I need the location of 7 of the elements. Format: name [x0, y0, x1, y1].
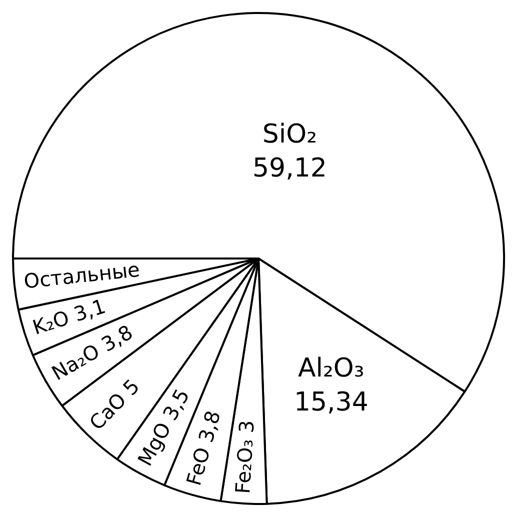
- data-label: 59,12: [252, 153, 327, 184]
- slice-label: Fe₂O₃ 3: [230, 419, 259, 494]
- slice-label: CaO 5: [84, 374, 144, 435]
- data-label: 15,34: [294, 387, 368, 418]
- slice-label: Al₂O₃: [298, 353, 364, 384]
- slice-label: Остальные: [22, 257, 141, 294]
- slice-label: SiO₂: [262, 119, 318, 150]
